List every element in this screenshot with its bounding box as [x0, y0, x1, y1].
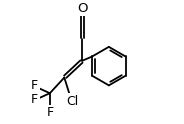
Text: F: F	[31, 79, 38, 93]
Text: O: O	[77, 2, 88, 15]
Text: F: F	[31, 93, 38, 106]
Text: Cl: Cl	[66, 94, 78, 108]
Text: F: F	[46, 106, 53, 119]
